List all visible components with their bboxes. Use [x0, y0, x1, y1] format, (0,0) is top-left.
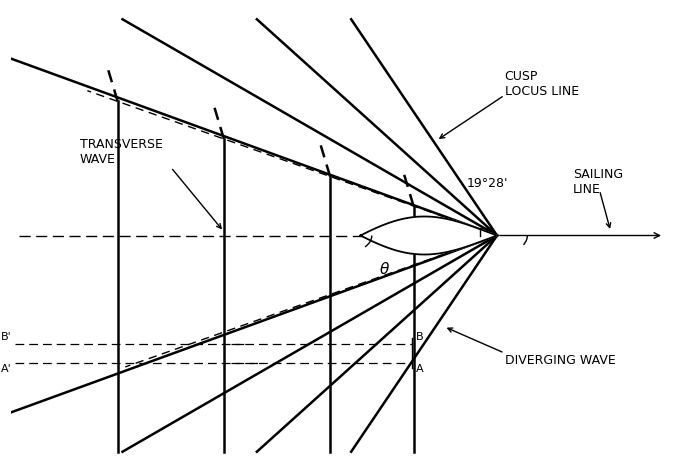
Text: SAILING
LINE: SAILING LINE: [573, 169, 623, 196]
Text: DIVERGING WAVE: DIVERGING WAVE: [504, 354, 615, 367]
Text: B: B: [416, 333, 424, 342]
Polygon shape: [360, 217, 497, 254]
Text: θ: θ: [379, 262, 389, 277]
Text: A': A': [1, 364, 11, 374]
Text: A: A: [416, 364, 424, 374]
Text: TRANSVERSE
WAVE: TRANSVERSE WAVE: [80, 138, 163, 166]
Text: 19°28': 19°28': [466, 177, 508, 190]
Text: CUSP
LOCUS LINE: CUSP LOCUS LINE: [504, 70, 579, 98]
Text: B': B': [1, 332, 11, 342]
